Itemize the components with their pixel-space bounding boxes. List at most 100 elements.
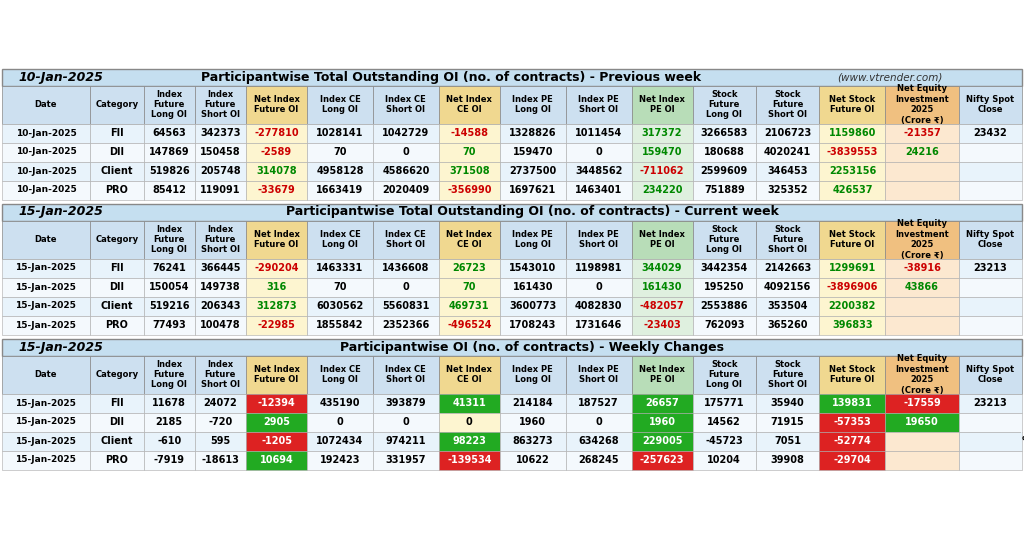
Bar bbox=[90, 393, 143, 413]
Text: Category: Category bbox=[95, 235, 138, 244]
Text: Index CE
Long OI: Index CE Long OI bbox=[319, 95, 360, 114]
Bar bbox=[632, 221, 692, 258]
Bar bbox=[2, 338, 1022, 356]
Bar bbox=[958, 161, 1022, 181]
Bar bbox=[246, 161, 307, 181]
Text: 1299691: 1299691 bbox=[828, 263, 876, 273]
Bar bbox=[958, 143, 1022, 161]
Bar bbox=[886, 258, 958, 278]
Bar bbox=[958, 278, 1022, 296]
Text: 15-Jan-2025: 15-Jan-2025 bbox=[15, 436, 77, 445]
Bar bbox=[632, 315, 692, 335]
Text: Index PE
Short OI: Index PE Short OI bbox=[579, 95, 618, 114]
Text: -14588: -14588 bbox=[451, 128, 488, 138]
Bar bbox=[90, 356, 143, 393]
Bar bbox=[756, 356, 819, 393]
Text: 426537: 426537 bbox=[833, 185, 872, 195]
Bar bbox=[2, 181, 90, 200]
Text: Net Index
PE OI: Net Index PE OI bbox=[639, 365, 685, 384]
Bar bbox=[439, 393, 500, 413]
Text: 0: 0 bbox=[337, 417, 343, 427]
Text: 519216: 519216 bbox=[148, 301, 189, 311]
Text: Category: Category bbox=[95, 370, 138, 379]
Text: 15-Jan-2025: 15-Jan-2025 bbox=[15, 282, 77, 292]
Text: Index
Future
Long OI: Index Future Long OI bbox=[152, 359, 187, 390]
Text: 1028141: 1028141 bbox=[316, 128, 364, 138]
Text: 0: 0 bbox=[402, 282, 410, 292]
Bar bbox=[2, 450, 90, 470]
Bar bbox=[373, 278, 439, 296]
Text: 70: 70 bbox=[333, 282, 347, 292]
Text: Net Index
Future OI: Net Index Future OI bbox=[254, 95, 299, 114]
Bar bbox=[307, 258, 373, 278]
Text: DII: DII bbox=[110, 282, 124, 292]
Text: 26723: 26723 bbox=[453, 263, 486, 273]
Text: 14562: 14562 bbox=[708, 417, 741, 427]
Bar bbox=[886, 413, 958, 431]
Bar bbox=[958, 181, 1022, 200]
Bar bbox=[246, 315, 307, 335]
Bar bbox=[439, 431, 500, 450]
Bar bbox=[307, 278, 373, 296]
Text: Net Index
PE OI: Net Index PE OI bbox=[639, 230, 685, 249]
Bar bbox=[886, 315, 958, 335]
Bar bbox=[439, 315, 500, 335]
Text: 180688: 180688 bbox=[703, 147, 744, 157]
Bar bbox=[886, 86, 958, 124]
Bar bbox=[307, 450, 373, 470]
Text: Index
Future
Short OI: Index Future Short OI bbox=[201, 359, 240, 390]
Bar bbox=[500, 413, 565, 431]
Bar bbox=[500, 431, 565, 450]
Bar bbox=[195, 431, 246, 450]
Bar bbox=[632, 431, 692, 450]
Text: -7919: -7919 bbox=[154, 455, 184, 465]
Bar bbox=[632, 124, 692, 143]
Text: 23213: 23213 bbox=[974, 398, 1008, 408]
Bar bbox=[246, 431, 307, 450]
Bar bbox=[886, 356, 958, 393]
Text: Net Equity
Investment
2025
(Crore ₹): Net Equity Investment 2025 (Crore ₹) bbox=[895, 220, 949, 260]
Bar bbox=[439, 450, 500, 470]
Text: 0: 0 bbox=[402, 147, 410, 157]
Text: 268245: 268245 bbox=[579, 455, 618, 465]
Bar bbox=[2, 356, 90, 393]
Text: 325352: 325352 bbox=[768, 185, 808, 195]
Bar bbox=[958, 393, 1022, 413]
Text: 469731: 469731 bbox=[450, 301, 489, 311]
Text: 35940: 35940 bbox=[771, 398, 805, 408]
Text: 24216: 24216 bbox=[905, 147, 939, 157]
Bar bbox=[143, 124, 195, 143]
Text: 26657: 26657 bbox=[645, 398, 679, 408]
Bar bbox=[373, 258, 439, 278]
Text: -38916: -38916 bbox=[903, 263, 941, 273]
Text: Stock
Future
Short OI: Stock Future Short OI bbox=[768, 359, 807, 390]
Text: Stock
Future
Short OI: Stock Future Short OI bbox=[768, 224, 807, 254]
Text: Net Index
Future OI: Net Index Future OI bbox=[254, 365, 299, 384]
Text: Net Equity
Investment
2025
(Crore ₹): Net Equity Investment 2025 (Crore ₹) bbox=[895, 84, 949, 125]
Text: 15-Jan-2025: 15-Jan-2025 bbox=[15, 301, 77, 310]
Text: PRO: PRO bbox=[105, 455, 128, 465]
Bar bbox=[246, 413, 307, 431]
Bar bbox=[632, 413, 692, 431]
Text: 762093: 762093 bbox=[705, 320, 744, 330]
Bar bbox=[886, 124, 958, 143]
Text: 5560831: 5560831 bbox=[382, 301, 429, 311]
Bar bbox=[143, 356, 195, 393]
Text: 1708243: 1708243 bbox=[509, 320, 556, 330]
Text: 1663419: 1663419 bbox=[316, 185, 364, 195]
Text: -18613: -18613 bbox=[202, 455, 240, 465]
Text: -277810: -277810 bbox=[254, 128, 299, 138]
Text: -21357: -21357 bbox=[903, 128, 941, 138]
Bar bbox=[439, 258, 500, 278]
Bar bbox=[2, 161, 90, 181]
Bar bbox=[819, 296, 886, 315]
Text: Client: Client bbox=[100, 301, 133, 311]
Bar bbox=[439, 413, 500, 431]
Bar bbox=[373, 181, 439, 200]
Text: Index
Future
Long OI: Index Future Long OI bbox=[152, 90, 187, 119]
Text: Index
Future
Short OI: Index Future Short OI bbox=[201, 90, 240, 119]
Text: 3442354: 3442354 bbox=[700, 263, 748, 273]
Bar bbox=[246, 258, 307, 278]
Bar bbox=[565, 431, 632, 450]
Bar bbox=[565, 356, 632, 393]
